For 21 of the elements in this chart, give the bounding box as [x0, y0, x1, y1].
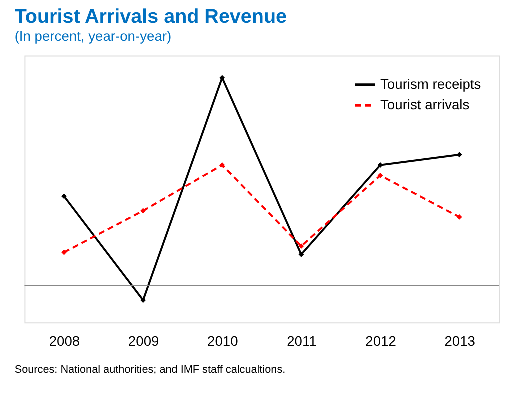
- chart-subtitle: (In percent, year-on-year): [14, 28, 172, 44]
- x-tick-label: 2008: [49, 332, 80, 349]
- point: [140, 208, 146, 214]
- x-tick-label: 2011: [287, 332, 318, 349]
- point: [378, 172, 384, 178]
- x-tick-label: 2012: [366, 332, 396, 349]
- point: [456, 152, 462, 158]
- point: [456, 214, 462, 220]
- x-tick-label: 2013: [444, 332, 476, 349]
- point: [140, 298, 146, 304]
- point: [298, 244, 304, 250]
- x-tick-label: 2009: [128, 332, 160, 349]
- point: [220, 162, 226, 168]
- source-note: Sources: National authorities; and IMF staff calcualtions.: [14, 364, 286, 376]
- point: [62, 250, 67, 256]
- x-tick-label: 2010: [207, 332, 239, 349]
- legend-label: Tourist arrivals: [380, 96, 470, 113]
- legend-label: Tourism receipts: [380, 76, 482, 92]
- point: [62, 194, 67, 200]
- chart-title: Tourist Arrivals and Revenue: [14, 6, 288, 28]
- point: [298, 252, 304, 258]
